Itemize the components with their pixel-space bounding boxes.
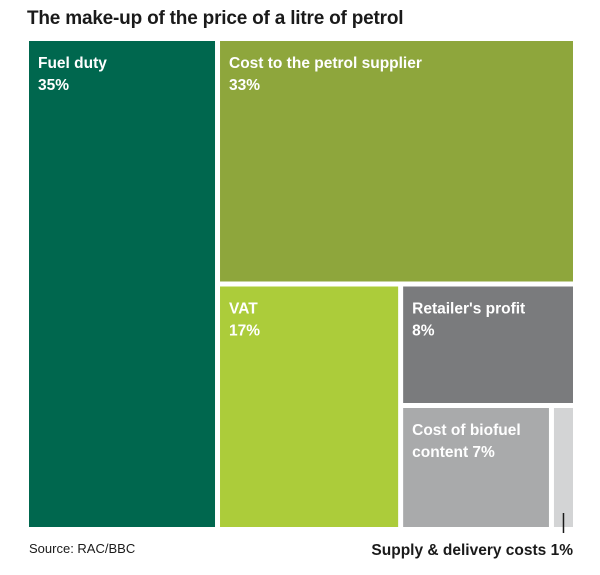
label-biofuel-cost-line-1: Cost of biofuel: [412, 422, 521, 439]
label-supply-delivery-cost: Supply & delivery costs 1%: [371, 542, 573, 559]
chart-title: The make-up of the price of a litre of p…: [27, 8, 404, 29]
value-fuel-duty: 35%: [38, 77, 69, 94]
value-retailer-profit: 8%: [412, 323, 435, 340]
treemap-tile-petrol-supplier-cost: [220, 41, 574, 282]
label-vat: VAT: [229, 301, 258, 318]
treemap-tile-fuel-duty: [29, 41, 216, 527]
label-fuel-duty: Fuel duty: [38, 55, 107, 72]
label-petrol-supplier-cost: Cost to the petrol supplier: [229, 55, 422, 72]
label-retailer-profit: Retailer's profit: [412, 301, 525, 318]
treemap-tile-retailer-profit: [403, 286, 573, 403]
value-petrol-supplier-cost: 33%: [229, 77, 260, 94]
treemap-tile-biofuel-cost: [403, 408, 549, 527]
label-biofuel-cost-line-2: content 7%: [412, 444, 495, 461]
treemap-tile-supply-delivery-cost: [553, 408, 573, 527]
value-vat: 17%: [229, 323, 260, 340]
treemap-tile-vat: [220, 286, 399, 527]
chart-source: Source: RAC/BBC: [29, 541, 136, 556]
